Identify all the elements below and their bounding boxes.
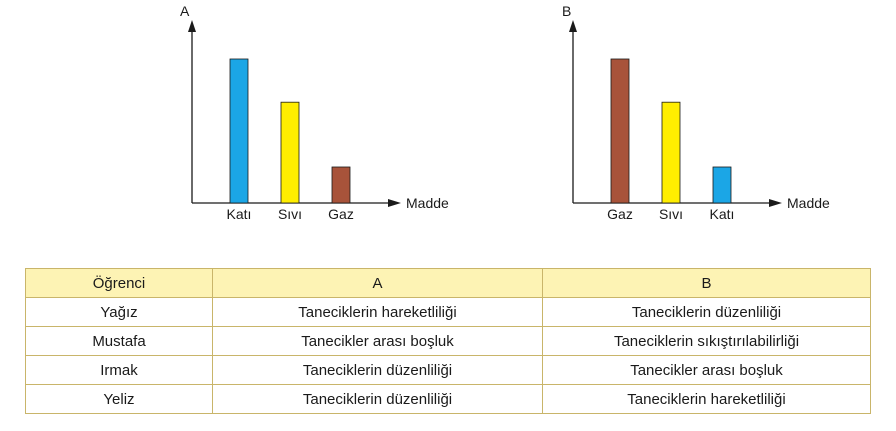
table-row: Yağız Taneciklerin hareketliliği Tanecik… [25, 297, 871, 327]
bar-gaz [610, 58, 630, 204]
cell-a: Taneciklerin düzenliliği [212, 355, 543, 385]
bar-sıvı [661, 101, 681, 204]
chart-a-x-label: Madde [406, 195, 449, 211]
tick-label: Sıvı [278, 206, 302, 222]
student-name: Irmak [25, 355, 213, 385]
bar-sıvı [280, 101, 300, 204]
header-student: Öğrenci [25, 268, 213, 298]
chart-b: B Madde Gaz Sıvı Katı [562, 3, 830, 222]
tick-label: Gaz [607, 206, 633, 222]
tick-label: Katı [227, 206, 252, 222]
chart-b-y-label: B [562, 3, 571, 19]
chart-b-x-arrow [769, 199, 782, 207]
chart-b-x-label: Madde [787, 195, 830, 211]
chart-a-y-label: A [180, 3, 190, 19]
cell-a: Taneciklerin düzenliliği [212, 384, 543, 414]
chart-a-bars [229, 58, 351, 204]
table-row: Mustafa Tanecikler arası boşluk Tanecikl… [25, 326, 871, 356]
student-name: Yağız [25, 297, 213, 327]
comparison-table: Öğrenci A B Yağız Taneciklerin hareketli… [25, 268, 871, 414]
chart-a-y-arrow [188, 20, 196, 32]
cell-b: Taneciklerin düzenliliği [542, 297, 871, 327]
chart-b-y-arrow [569, 20, 577, 32]
table-header-row: Öğrenci A B [25, 268, 871, 298]
header-b: B [542, 268, 871, 298]
table-row: Yeliz Taneciklerin düzenliliği Tanecikle… [25, 384, 871, 414]
cell-a: Tanecikler arası boşluk [212, 326, 543, 356]
tick-label: Sıvı [659, 206, 683, 222]
cell-b: Tanecikler arası boşluk [542, 355, 871, 385]
bar-katı [712, 166, 732, 204]
table-row: Irmak Taneciklerin düzenliliği Tanecikle… [25, 355, 871, 385]
cell-b: Taneciklerin sıkıştırılabilirliği [542, 326, 871, 356]
bar-katı [229, 58, 249, 204]
student-name: Yeliz [25, 384, 213, 414]
tick-label: Gaz [328, 206, 354, 222]
chart-a: A Madde Katı Sıvı Gaz [180, 3, 449, 222]
tick-label: Katı [710, 206, 735, 222]
bar-gaz [331, 166, 351, 204]
header-a: A [212, 268, 543, 298]
chart-b-tick-labels: Gaz Sıvı Katı [607, 206, 734, 222]
chart-a-tick-labels: Katı Sıvı Gaz [227, 206, 354, 222]
charts-area: A Madde Katı Sıvı Gaz B Madde Gaz Sıvı Katı [180, 3, 830, 222]
chart-b-bars [610, 58, 732, 204]
chart-a-x-arrow [388, 199, 401, 207]
cell-a: Taneciklerin hareketliliği [212, 297, 543, 327]
cell-b: Taneciklerin hareketliliği [542, 384, 871, 414]
student-name: Mustafa [25, 326, 213, 356]
